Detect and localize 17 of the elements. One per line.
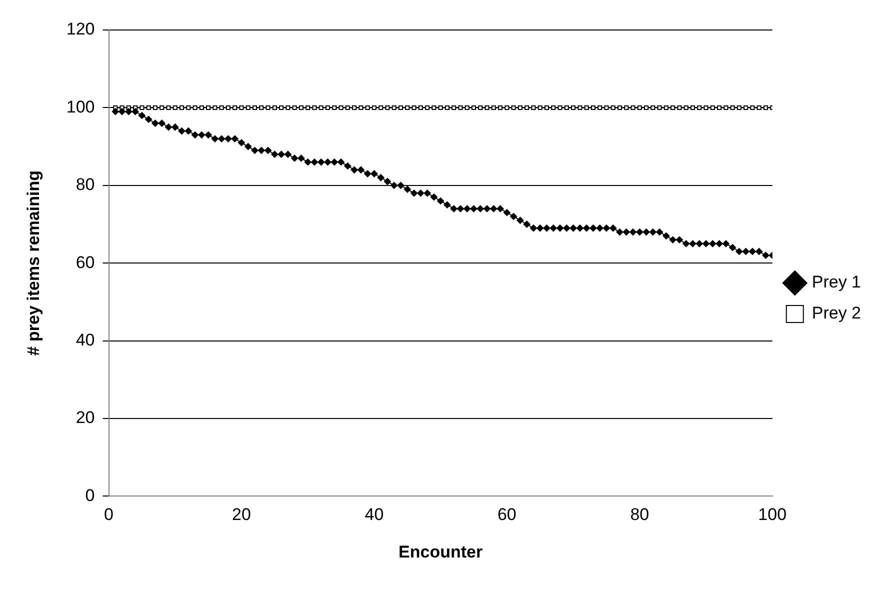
- y-axis-title: # prey items remaining: [24, 170, 43, 356]
- y-tick-label: 80: [76, 175, 95, 194]
- x-axis-title: Encounter: [398, 542, 483, 562]
- x-tick-label: 80: [630, 505, 650, 524]
- y-tick-label: 20: [76, 408, 95, 428]
- y-tick-label: 100: [66, 97, 95, 116]
- legend-label: Prey 1: [812, 272, 862, 292]
- legend-label: Prey 2: [812, 304, 862, 323]
- x-tick-label: 40: [364, 505, 384, 524]
- y-tick-label: 0: [85, 486, 95, 505]
- y-tick-label: 60: [76, 252, 95, 272]
- x-tick-label: 100: [758, 505, 787, 524]
- x-tick-label: 60: [497, 505, 516, 524]
- y-tick-label: 120: [66, 20, 95, 39]
- x-tick-label: 0: [104, 505, 114, 524]
- x-tick-label: 20: [232, 505, 251, 524]
- y-tick-label: 40: [76, 330, 95, 350]
